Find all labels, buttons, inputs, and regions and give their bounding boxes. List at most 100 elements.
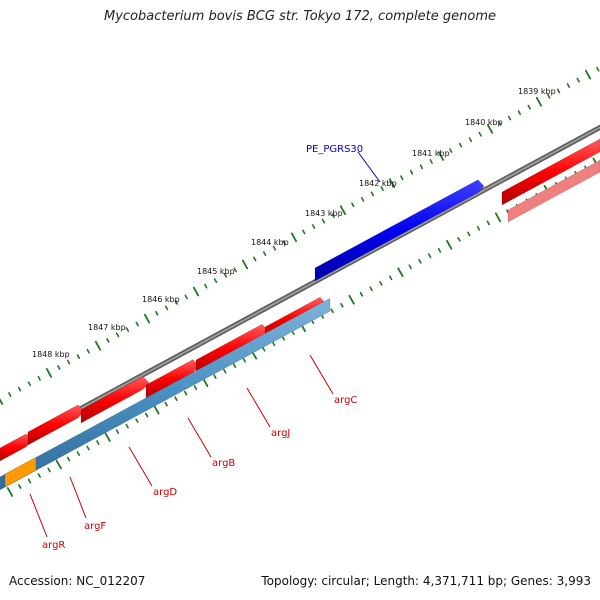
outer-tick: [535, 96, 543, 107]
cds-red-segment: [0, 433, 33, 462]
inner-tick: [397, 267, 404, 278]
inner-tick: [153, 404, 160, 415]
inner-tick: [86, 445, 90, 451]
outer-tick: [584, 69, 592, 80]
inner-tick: [271, 341, 276, 347]
pe-pgrs30-label: PE_PGRS30: [306, 144, 363, 155]
inner-tick: [66, 456, 71, 462]
kbp-tick-label: 1847 kbp: [88, 323, 126, 332]
inner-tick: [115, 429, 120, 434]
inner-tick: [135, 418, 139, 423]
outer-tick: [115, 332, 120, 338]
outer-tick: [155, 310, 159, 316]
outer-tick: [164, 305, 169, 311]
outer-tick: [486, 124, 494, 134]
outer-tick: [135, 321, 139, 327]
outer-tick: [57, 365, 61, 370]
outer-tick-track: [0, 66, 600, 405]
inner-tick: [437, 247, 442, 253]
kbp-tick-label: 1846 kbp: [142, 295, 180, 304]
inner-tick: [144, 412, 149, 418]
outer-tick: [213, 278, 218, 284]
inner-tick: [47, 467, 51, 473]
inner-tick: [164, 401, 168, 407]
outer-tick: [409, 169, 414, 175]
outer-tick: [351, 202, 355, 208]
kbp-tick-label: 1839 kbp: [518, 87, 556, 96]
outer-tick: [143, 313, 151, 324]
accession-text: Accession: NC_012207: [9, 574, 146, 588]
inner-tick: [125, 423, 129, 429]
outer-tick: [27, 381, 32, 387]
gene-label-argD: argD: [153, 487, 177, 498]
outer-tick: [437, 151, 445, 161]
inner-tick: [446, 240, 453, 250]
inner-tick: [232, 363, 237, 369]
outer-tick: [76, 354, 81, 359]
arg-operon-bar: [0, 297, 331, 491]
outer-tick: [233, 267, 237, 273]
inner-tick: [242, 357, 246, 363]
outer-tick: [360, 196, 365, 202]
pe-pgrs30-gene: [314, 179, 485, 282]
kbp-tick-label: 1848 kbp: [32, 350, 70, 359]
gene-label-argJ: argJ: [271, 428, 290, 439]
inner-tick: [486, 220, 490, 226]
outer-tick: [94, 340, 102, 351]
kbp-tick-label: 1841 kbp: [412, 149, 450, 158]
outer-tick: [86, 348, 90, 354]
cds-lightred-right: [507, 159, 600, 223]
gene-label-argF: argF: [84, 521, 106, 532]
outer-tick: [498, 121, 502, 126]
outer-tick: [566, 83, 571, 88]
outer-tick: [419, 164, 424, 170]
inner-tick: [369, 286, 373, 292]
outer-tick: [253, 256, 257, 262]
inner-tick: [37, 473, 41, 478]
inner-tick: [96, 440, 100, 445]
kbp-tick-label: 1844 kbp: [251, 238, 289, 247]
backbone-highlight: [0, 126, 600, 454]
inner-tick: [418, 258, 422, 264]
inner-tick: [494, 212, 502, 223]
outer-tick: [302, 229, 306, 235]
outer-tick: [223, 272, 228, 278]
inner-tick: [388, 275, 393, 281]
outer-tick: [449, 148, 453, 153]
inner-tick: [281, 335, 285, 341]
inner-tick: [340, 302, 344, 308]
gene-leader: [246, 387, 271, 428]
inner-tick: [379, 280, 383, 286]
outer-tick: [400, 175, 404, 181]
outer-tick: [576, 77, 580, 83]
outer-tick: [517, 110, 522, 115]
kbp-tick-label: 1843 kbp: [305, 209, 343, 218]
feature-layer: [0, 124, 600, 491]
inner-tick: [18, 484, 22, 489]
outer-tick: [66, 359, 71, 365]
outer-tick: [272, 245, 277, 251]
outer-tick: [380, 186, 384, 191]
inner-tick: [184, 390, 188, 396]
inner-tick: [262, 346, 266, 352]
outer-tick: [331, 213, 335, 219]
inner-tick: [476, 225, 481, 231]
outer-tick: [204, 283, 208, 289]
inner-tick: [457, 236, 461, 242]
outer-tick: [262, 251, 267, 256]
gene-label-argC: argC: [334, 395, 357, 406]
outer-tick: [547, 93, 551, 99]
kbp-tick-label: 1840 kbp: [465, 118, 503, 127]
outer-tick: [527, 104, 531, 110]
outer-tick: [192, 286, 200, 297]
outer-tick: [17, 386, 22, 392]
outer-tick: [468, 137, 473, 143]
pe-pgrs30-leader: [357, 151, 381, 183]
inner-tick: [408, 264, 412, 270]
outer-tick: [106, 337, 110, 343]
outer-tick: [0, 398, 4, 405]
genome-summary-text: Topology: circular; Length: 4,371,711 bp…: [261, 574, 591, 588]
gene-label-argB: argB: [212, 458, 235, 469]
inner-tick: [6, 487, 14, 497]
